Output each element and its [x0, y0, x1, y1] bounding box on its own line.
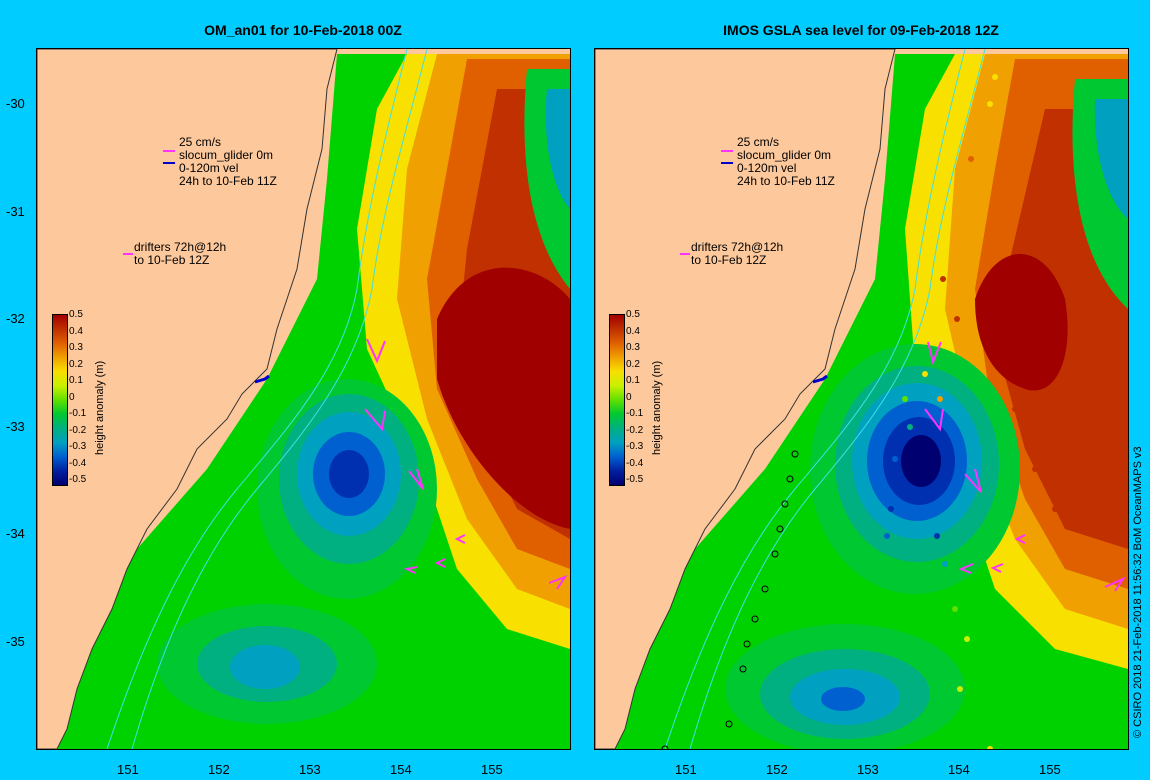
- right-sea-level-map: [595, 49, 1128, 749]
- colorbar-tick-label: 0.3: [69, 342, 83, 353]
- colorbar-tick-label: 0.2: [69, 358, 83, 370]
- colorbar-tick-label: -0.5: [626, 474, 644, 485]
- x-tick-label: 153: [857, 762, 879, 777]
- left-colorbar: [52, 314, 68, 486]
- y-tick-label: -30: [6, 96, 25, 111]
- y-tick-label: -32: [6, 311, 25, 326]
- left-arrow-key-pink: [163, 150, 175, 152]
- right-arrow-key-pink: [721, 150, 733, 152]
- drifter-dots: [661, 450, 799, 749]
- right-drifter-legend: drifters 72h@12h to 10-Feb 12Z: [691, 240, 784, 267]
- x-tick-label: 151: [675, 762, 697, 777]
- y-tick-label: -35: [6, 633, 25, 649]
- colorbar-tick-label: 0.1: [69, 375, 83, 386]
- x-tick-label: 154: [948, 762, 970, 777]
- colorbar-tick-label: 0.5: [626, 309, 640, 320]
- colorbar-tick-label: -0.3: [626, 441, 644, 452]
- colorbar-tick-label: -0.1: [69, 408, 87, 419]
- velocity-arrows: [924, 341, 1126, 592]
- left-map-panel: [36, 48, 571, 750]
- right-velocity-legend: 25 cm/s slocum_glider 0m 0-120m vel 24h …: [737, 135, 835, 188]
- right-colorbar: [609, 314, 625, 486]
- colorbar-tick-label: 0.1: [626, 375, 640, 386]
- colorbar-tick-label: -0.1: [626, 408, 644, 419]
- x-tick-label: 152: [208, 762, 230, 777]
- right-map-panel: [594, 48, 1129, 750]
- x-tick-label: 151: [117, 762, 139, 777]
- colorbar-tick-label: -0.3: [69, 441, 87, 452]
- colorbar-tick-label: 0.5: [69, 309, 83, 320]
- left-sea-level-map: [37, 49, 570, 749]
- y-tick-label: -34: [6, 526, 25, 541]
- credit-text: © CSIRO 2018 21-Feb-2018 11:56:32 BoM Oc…: [1132, 446, 1144, 738]
- right-panel-title: IMOS GSLA sea level for 09-Feb-2018 12Z: [723, 22, 999, 38]
- colorbar-tick-label: -0.4: [69, 457, 87, 469]
- colorbar-tick-label: -0.2: [626, 424, 644, 436]
- colorbar-tick-label: -0.4: [626, 457, 644, 469]
- right-arrow-key-blue: [721, 162, 733, 164]
- glider-track: [254, 374, 270, 384]
- x-tick-label: 154: [390, 762, 412, 777]
- coastline: [595, 49, 896, 749]
- left-drifter-legend: drifters 72h@12h to 10-Feb 12Z: [134, 240, 227, 267]
- colorbar-tick-label: 0: [69, 391, 75, 403]
- x-tick-label: 155: [481, 762, 503, 777]
- velocity-arrows: [364, 338, 568, 590]
- left-drifter-key: [123, 253, 133, 255]
- left-panel-title: OM_an01 for 10-Feb-2018 00Z: [204, 22, 402, 38]
- colorbar-tick-label: 0.3: [626, 342, 640, 353]
- colorbar-tick-label: 0: [626, 391, 632, 403]
- colorbar-tick-label: 0.2: [626, 358, 640, 370]
- colorbar-tick-label: -0.5: [69, 474, 87, 485]
- sla-obs-dots: [884, 74, 1058, 749]
- left-colorbar-label: height anomaly (m): [94, 360, 106, 455]
- colorbar-tick-label: -0.2: [69, 424, 87, 436]
- y-tick-label: -31: [6, 203, 25, 219]
- right-drifter-key: [680, 253, 690, 255]
- colorbar-tick-label: 0.4: [69, 325, 83, 337]
- colorbar-tick-label: 0.4: [626, 325, 640, 337]
- right-colorbar-label: height anomaly (m): [651, 360, 663, 455]
- left-arrow-key-blue: [163, 162, 175, 164]
- glider-track: [812, 374, 828, 384]
- coastline: [37, 49, 338, 749]
- x-tick-label: 153: [299, 762, 321, 777]
- x-tick-label: 152: [766, 762, 788, 777]
- x-tick-label: 155: [1039, 762, 1061, 777]
- y-tick-label: -33: [6, 418, 25, 434]
- left-velocity-legend: 25 cm/s slocum_glider 0m 0-120m vel 24h …: [179, 135, 277, 188]
